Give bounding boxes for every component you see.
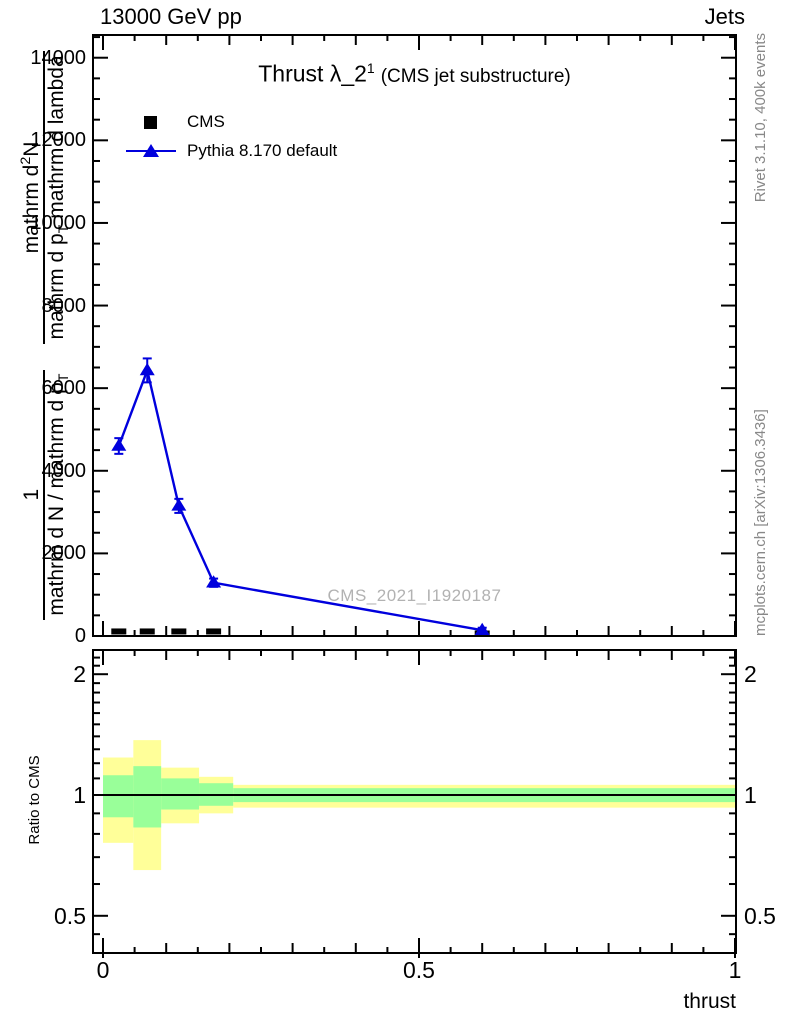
analysis-category-label: Jets	[704, 4, 745, 29]
tick-label: 6000	[41, 377, 87, 400]
tick-label: 4000	[41, 459, 87, 482]
tick-label: 1	[744, 782, 757, 808]
cms-marker	[126, 112, 176, 132]
tick-label: 1	[73, 782, 86, 808]
tick-label: 0	[74, 625, 86, 647]
fraction2-numerator: mathrm d2N	[18, 138, 43, 258]
pythia-marker	[126, 141, 176, 161]
tick-label: 8000	[41, 294, 87, 317]
y-axis-label-fraction-1: 1 mathrm d N / mathrm d pT	[19, 369, 73, 620]
rivet-version-note: Rivet 3.1.10, 400k events	[752, 33, 769, 203]
legend-item-cms: CMS	[126, 107, 337, 136]
tick-label: 0.5	[744, 902, 776, 929]
fraction1-numerator: 1	[19, 488, 43, 501]
fraction1-denominator-text: mathrm d N / mathrm d p	[44, 382, 68, 616]
mcplots-note-area: mcplots.cern.ch [arXiv:1306.3436]	[752, 346, 778, 636]
fraction2-denominator-text: mathrm d p	[45, 233, 69, 340]
fraction1-denominator: mathrm d N / mathrm d pT	[42, 369, 73, 620]
plot-title-superscript: 1	[366, 60, 375, 76]
legend-item-pythia: Pythia 8.170 default	[126, 136, 337, 165]
tick-label: 1	[728, 957, 742, 983]
legend-label-cms: CMS	[187, 111, 225, 131]
tick-label: 14000	[30, 46, 86, 69]
beam-energy-label: 13000 GeV pp	[100, 4, 242, 29]
pythia-triangle-icon	[143, 143, 159, 157]
fraction2-numerator-sup: 2	[18, 156, 34, 165]
mcplots-arxiv-note: mcplots.cern.ch [arXiv:1306.3436]	[752, 409, 769, 636]
tick-label: 0	[96, 957, 110, 983]
legend-label-pythia: Pythia 8.170 default	[187, 140, 338, 160]
plot-title-observable: Thrust λ_2	[258, 60, 367, 87]
tick-label: 2000	[41, 542, 87, 565]
fraction2-numerator-text: mathrm d	[20, 164, 43, 254]
x-axis-label: thrust	[683, 990, 736, 1013]
rivet-note-area: Rivet 3.1.10, 400k events	[752, 33, 778, 248]
plot-title: Thrust λ_21 (CMS jet substructure)	[93, 60, 736, 88]
cms-square-icon	[144, 115, 157, 129]
tick-label: 0.5	[54, 902, 86, 929]
tick-label: 2	[744, 661, 757, 688]
tick-label: 0.5	[403, 957, 435, 983]
watermark-analysis-id: CMS_2021_I1920187	[327, 586, 502, 605]
tick-label: 10000	[30, 211, 86, 234]
plot-title-analysis: (CMS jet substructure)	[380, 65, 571, 87]
tick-label: 2	[73, 661, 86, 688]
tick-label: 12000	[30, 129, 86, 152]
legend: CMS Pythia 8.170 default	[126, 107, 337, 165]
